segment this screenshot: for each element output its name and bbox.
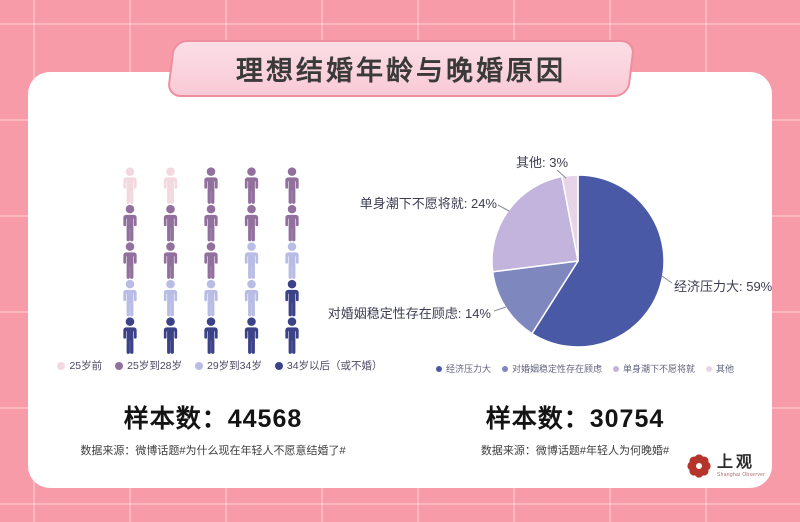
pie-callout-economic: 经济压力大: 59% xyxy=(674,279,773,294)
legend-item: 单身潮下不愿将就 xyxy=(613,362,695,375)
legend-item: 对婚姻稳定性存在顾虑 xyxy=(501,362,602,375)
right-data-source: 数据来源：微博话题#年轻人为何晚婚# xyxy=(480,445,670,457)
legend-dot-icon xyxy=(706,365,713,372)
publisher-logo: 上观 Shanghai Observer xyxy=(686,453,765,479)
person-icon xyxy=(244,317,259,354)
legend-label: 其他 xyxy=(716,364,735,374)
legend-item: 34岁以后（或不婚） xyxy=(274,358,383,373)
legend-item: 经济压力大 xyxy=(435,362,491,375)
legend-dot-icon xyxy=(115,361,124,370)
person-icon xyxy=(163,317,178,354)
pie-slices xyxy=(491,174,665,348)
legend-label: 29岁到34岁 xyxy=(207,360,262,372)
legend-label: 25岁到28岁 xyxy=(127,360,182,372)
person-icon xyxy=(204,279,218,317)
left-sample-block: 样本数：44568 数据来源：微博话题#为什么现在年轻人不愿意结婚了# xyxy=(68,399,358,458)
pie-callout-other: 其他: 3% xyxy=(516,155,569,170)
pie-callout-stability: 对婚姻稳定性存在顾虑: 14% xyxy=(327,306,491,321)
person-icon xyxy=(244,242,259,279)
person-icon xyxy=(285,242,299,279)
rosette-logo-icon xyxy=(687,454,711,478)
person-icon xyxy=(163,279,178,317)
right-sample-block: 样本数：30754 数据来源：微博话题#年轻人为何晚婚# xyxy=(430,399,720,458)
legend-dot-icon xyxy=(613,365,619,372)
person-icon xyxy=(285,167,299,204)
legend-item: 25岁前 xyxy=(57,358,102,373)
legend-dot-icon xyxy=(501,365,508,372)
person-icon xyxy=(285,317,299,354)
person-icon xyxy=(123,279,137,317)
pie-chart xyxy=(491,169,673,348)
person-icon xyxy=(204,167,218,204)
person-icon xyxy=(123,167,137,204)
legend-label: 34岁以后（或不婚） xyxy=(286,360,383,372)
person-icon xyxy=(204,204,218,242)
pictogram-legend: 25岁前 25岁到28岁 29岁到34岁 34岁以后（或不婚） xyxy=(57,358,383,373)
legend-label: 25岁前 xyxy=(69,360,103,372)
pie-callout-single-wave: 单身潮下不愿将就: 24% xyxy=(359,196,497,211)
pictogram-chart xyxy=(123,167,299,354)
legend-label: 经济压力大 xyxy=(445,364,491,374)
legend-label: 单身潮下不愿将就 xyxy=(623,364,696,374)
legend-dot-icon xyxy=(195,361,203,370)
person-icon xyxy=(285,279,299,317)
title-banner: 理想结婚年龄与晚婚原因 xyxy=(166,40,636,97)
person-icon xyxy=(204,317,218,354)
legend-item: 其他 xyxy=(706,362,734,375)
pie-leader-lines xyxy=(493,169,673,312)
legend-label: 对婚姻稳定性存在顾虑 xyxy=(511,364,602,374)
person-icon xyxy=(204,242,218,279)
person-icon xyxy=(163,242,178,279)
legend-dot-icon xyxy=(435,365,442,372)
legend-item: 29岁到34岁 xyxy=(195,358,262,373)
person-icon xyxy=(163,167,178,204)
person-icon xyxy=(285,204,299,242)
person-icon xyxy=(123,204,137,242)
logo-name: 上观 xyxy=(717,453,756,471)
person-icon xyxy=(244,167,259,204)
page-title: 理想结婚年龄与晚婚原因 xyxy=(236,56,566,86)
legend-dot-icon xyxy=(57,361,66,370)
person-icon xyxy=(244,204,259,242)
person-icon xyxy=(123,317,137,354)
person-icon xyxy=(163,204,178,242)
pie-legend: 经济压力大 对婚姻稳定性存在顾虑 单身潮下不愿将就 其他 xyxy=(435,362,734,375)
person-icon xyxy=(123,242,137,279)
pie-slice xyxy=(561,174,579,262)
left-sample-count: 样本数：44568 xyxy=(123,405,303,433)
pictogram-grid xyxy=(123,167,299,354)
right-sample-count: 样本数：30754 xyxy=(485,405,665,433)
logo-subtext: Shanghai Observer xyxy=(717,471,766,478)
left-data-source: 数据来源：微博话题#为什么现在年轻人不愿意结婚了# xyxy=(80,445,346,457)
pie-slice xyxy=(531,174,665,348)
person-icon xyxy=(244,279,259,317)
legend-item: 25岁到28岁 xyxy=(115,358,182,373)
legend-dot-icon xyxy=(274,361,283,370)
